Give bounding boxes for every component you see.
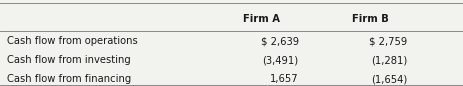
Text: $ 2,639: $ 2,639 <box>261 36 299 46</box>
Text: $ 2,759: $ 2,759 <box>369 36 407 46</box>
Text: Cash flow from operations: Cash flow from operations <box>7 36 138 46</box>
Text: (3,491): (3,491) <box>263 55 299 65</box>
Text: Cash flow from financing: Cash flow from financing <box>7 74 131 84</box>
Text: (1,281): (1,281) <box>371 55 407 65</box>
Text: 1,657: 1,657 <box>270 74 299 84</box>
Text: (1,654): (1,654) <box>371 74 407 84</box>
Text: Cash flow from investing: Cash flow from investing <box>7 55 131 65</box>
Text: Firm A: Firm A <box>243 14 280 24</box>
Text: Firm B: Firm B <box>352 14 389 24</box>
